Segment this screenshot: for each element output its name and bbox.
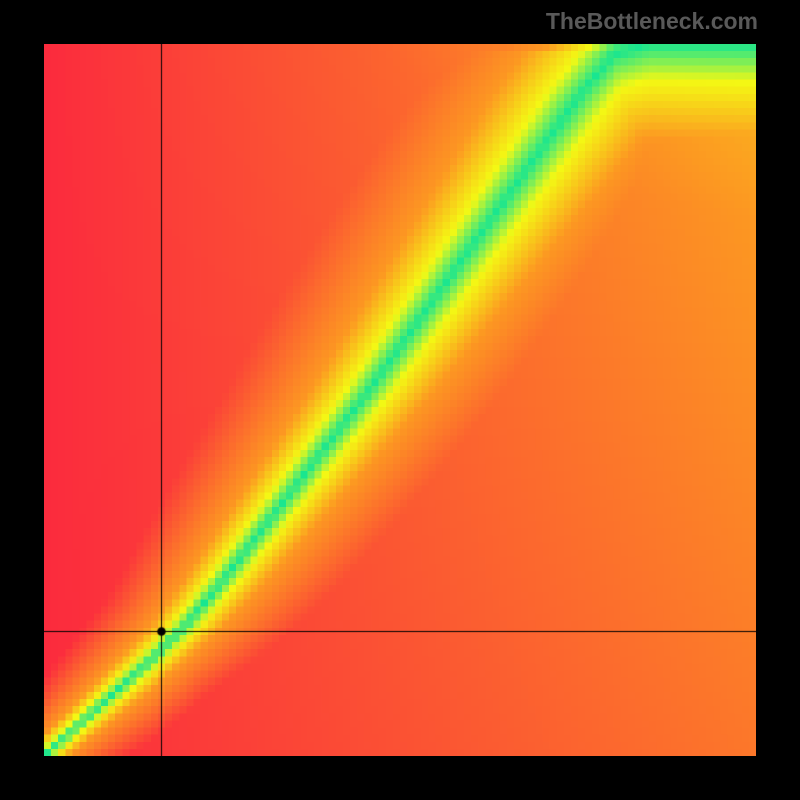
- attribution-text: TheBottleneck.com: [546, 8, 758, 35]
- crosshair-overlay: [44, 44, 756, 756]
